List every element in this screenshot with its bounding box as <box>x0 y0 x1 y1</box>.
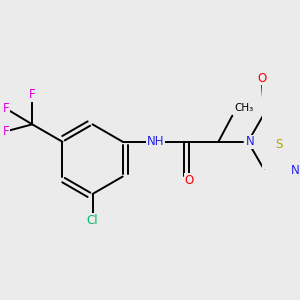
Text: N: N <box>245 135 254 148</box>
Text: F: F <box>3 102 10 115</box>
Text: C: C <box>263 169 265 170</box>
Text: NH: NH <box>147 135 164 148</box>
Text: S: S <box>275 138 282 151</box>
Text: F: F <box>3 125 10 138</box>
Text: O: O <box>184 174 194 187</box>
Text: CH₃: CH₃ <box>234 103 254 113</box>
Text: Cl: Cl <box>87 214 98 226</box>
Text: F: F <box>29 88 36 101</box>
Text: N: N <box>291 164 299 177</box>
Text: N: N <box>292 163 300 176</box>
Text: O: O <box>257 72 267 85</box>
